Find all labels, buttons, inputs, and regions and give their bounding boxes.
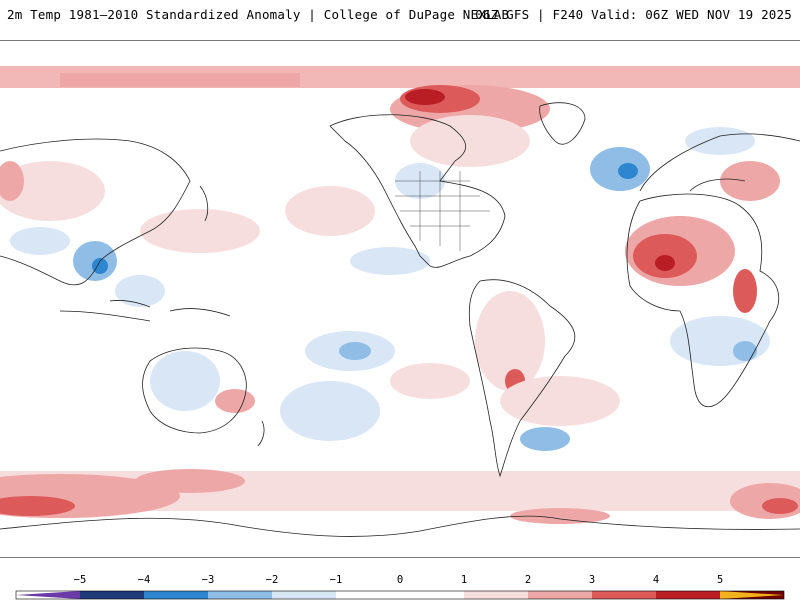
colorbar-bin bbox=[592, 591, 656, 599]
colorbar-bin bbox=[80, 591, 144, 599]
colorbar-label: −2 bbox=[265, 574, 279, 586]
anomaly-map[interactable] bbox=[0, 40, 800, 558]
colorbar-bin bbox=[656, 591, 720, 599]
colorbar: −5 −4 −3 −2 −1 0 1 2 3 4 5 bbox=[0, 558, 800, 600]
header: 2m Temp 1981–2010 Standardized Anomaly |… bbox=[0, 0, 800, 40]
model-run-info: 06Z GFS | F240 Valid: 06Z WED NOV 19 202… bbox=[475, 7, 792, 22]
colorbar-bin bbox=[528, 591, 592, 599]
colorbar-label: −1 bbox=[329, 574, 343, 586]
map-graphic bbox=[0, 66, 800, 537]
colorbar-gradient bbox=[15, 590, 785, 600]
colorbar-bin bbox=[336, 591, 400, 599]
colorbar-bin bbox=[144, 591, 208, 599]
colorbar-label: −3 bbox=[201, 574, 215, 586]
colorbar-label: 0 bbox=[396, 574, 404, 586]
colorbar-bin bbox=[464, 591, 528, 599]
colorbar-label: 2 bbox=[524, 574, 532, 586]
colorbar-label: 1 bbox=[460, 574, 468, 586]
map-title: 2m Temp 1981–2010 Standardized Anomaly |… bbox=[7, 7, 510, 22]
colorbar-bin bbox=[400, 591, 464, 599]
colorbar-label: 3 bbox=[588, 574, 596, 586]
colorbar-label: 5 bbox=[716, 574, 724, 586]
colorbar-bin bbox=[272, 591, 336, 599]
us-state-lines bbox=[395, 171, 490, 251]
colorbar-label: 4 bbox=[652, 574, 660, 586]
colorbar-bin bbox=[208, 591, 272, 599]
coastlines bbox=[0, 102, 800, 537]
colorbar-label: −4 bbox=[137, 574, 151, 586]
colorbar-under-arrow bbox=[16, 591, 80, 599]
colorbar-label: −5 bbox=[73, 574, 87, 586]
colorbar-over-arrow bbox=[720, 591, 784, 599]
